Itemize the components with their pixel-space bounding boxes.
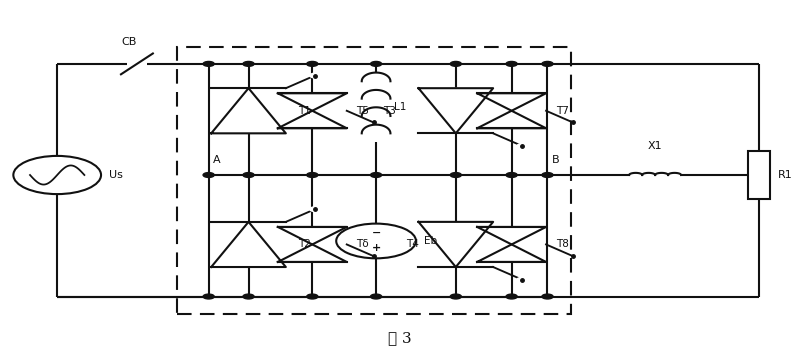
Circle shape [203,62,214,66]
Polygon shape [477,244,546,262]
Text: B: B [551,155,559,164]
Circle shape [243,62,254,66]
Text: 图 3: 图 3 [388,331,412,345]
Circle shape [336,224,416,258]
Circle shape [306,294,318,299]
Bar [747,151,770,199]
Circle shape [306,62,318,66]
Text: Tδ: Tδ [356,239,369,250]
Circle shape [506,62,517,66]
Text: T2: T2 [298,239,310,250]
Text: R1: R1 [778,170,793,180]
Circle shape [14,156,101,194]
Polygon shape [477,93,546,111]
Circle shape [542,62,553,66]
Polygon shape [418,222,493,267]
Text: L1: L1 [394,102,406,112]
Text: X1: X1 [648,141,662,151]
Text: T5: T5 [356,106,369,116]
Text: −: − [371,228,381,238]
Circle shape [542,294,553,299]
Circle shape [450,294,462,299]
Text: T7: T7 [556,106,569,116]
Text: Eb: Eb [424,236,437,246]
Polygon shape [278,93,346,111]
Text: A: A [213,155,220,164]
Text: T4: T4 [406,239,419,250]
Circle shape [203,294,214,299]
Polygon shape [278,227,346,244]
Circle shape [306,173,318,177]
Polygon shape [278,111,346,128]
Text: CB: CB [122,36,137,47]
Circle shape [310,207,320,211]
Text: T1: T1 [298,106,310,116]
Circle shape [370,294,382,299]
Circle shape [542,173,553,177]
Circle shape [506,173,517,177]
Polygon shape [278,244,346,262]
Text: +: + [371,243,381,253]
Circle shape [450,62,462,66]
Circle shape [243,294,254,299]
Polygon shape [211,222,286,267]
Circle shape [370,62,382,66]
Polygon shape [211,88,286,133]
Polygon shape [418,88,493,133]
Circle shape [203,173,214,177]
Text: Us: Us [109,170,123,180]
Circle shape [310,73,320,78]
Circle shape [517,144,527,148]
Circle shape [243,173,254,177]
Circle shape [450,173,462,177]
Polygon shape [477,111,546,128]
Polygon shape [477,227,546,244]
Circle shape [506,294,517,299]
Text: T3: T3 [382,106,395,116]
Circle shape [370,173,382,177]
Circle shape [517,278,527,282]
Text: T8: T8 [556,239,569,250]
